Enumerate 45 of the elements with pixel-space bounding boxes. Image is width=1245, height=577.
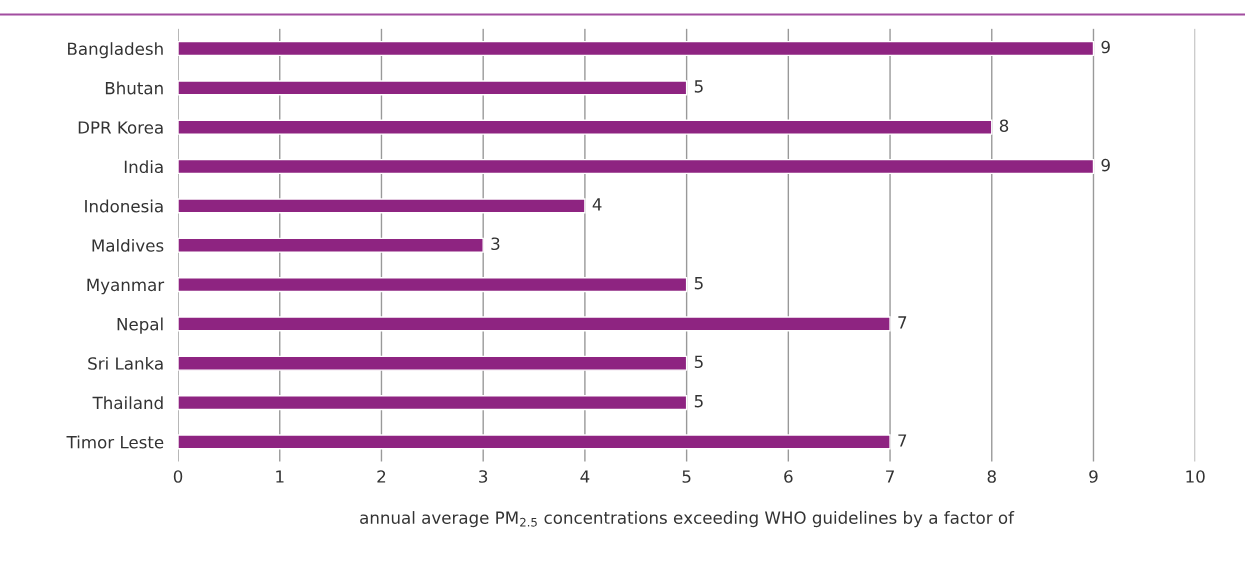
x-axis-title: annual average PM$_{2.5}$ concentrations exceeding WHO guidelines by a factor of <box>360 511 1015 528</box>
data-label: 5 <box>694 395 703 408</box>
bar <box>178 355 688 371</box>
x-tick-label: 10 <box>1186 470 1205 483</box>
data-label: 4 <box>592 198 602 211</box>
data-label: 5 <box>694 355 703 369</box>
bar <box>178 237 484 253</box>
x-tick-label: 7 <box>886 470 894 483</box>
y-tick-label: Sri Lanka <box>88 356 163 370</box>
data-label: 3 <box>491 237 500 251</box>
x-tick-label: 4 <box>580 470 590 483</box>
y-tick-label: DPR Korea <box>78 121 163 134</box>
data-label: 8 <box>999 119 1009 133</box>
data-label: 9 <box>1101 40 1110 54</box>
y-tick-label: Bhutan <box>105 81 163 95</box>
y-tick-label: India <box>124 160 163 174</box>
data-label: 7 <box>898 316 907 329</box>
bar <box>178 158 1095 175</box>
x-tick-label: 6 <box>784 470 793 483</box>
y-tick-label: Myanmar <box>87 278 165 295</box>
x-tick-label: 9 <box>1089 470 1098 483</box>
x-tick-label: 0 <box>173 470 183 483</box>
bar <box>178 40 1095 57</box>
y-tick-label: Thailand <box>92 396 163 410</box>
bar <box>178 434 891 450</box>
data-label: 5 <box>694 277 703 290</box>
bar <box>178 276 688 293</box>
y-tick-label: Maldives <box>92 238 164 252</box>
bar <box>178 395 688 411</box>
data-label: 9 <box>1101 158 1110 172</box>
y-tick-label: Indonesia <box>85 199 163 213</box>
x-tick-label: 5 <box>682 470 691 483</box>
data-label: 5 <box>694 80 703 93</box>
bar <box>178 198 586 214</box>
x-tick-label: 8 <box>987 470 996 483</box>
bar <box>178 80 688 96</box>
y-tick-label: Timor Leste <box>66 435 164 449</box>
bar <box>178 316 891 332</box>
y-tick-label: Nepal <box>117 317 163 334</box>
data-label: 7 <box>898 434 907 447</box>
x-tick-label: 1 <box>276 470 284 483</box>
x-tick-label: 2 <box>377 470 386 483</box>
bar <box>178 119 993 135</box>
y-tick-label: Bangladesh <box>68 42 163 59</box>
x-tick-label: 3 <box>479 470 488 483</box>
